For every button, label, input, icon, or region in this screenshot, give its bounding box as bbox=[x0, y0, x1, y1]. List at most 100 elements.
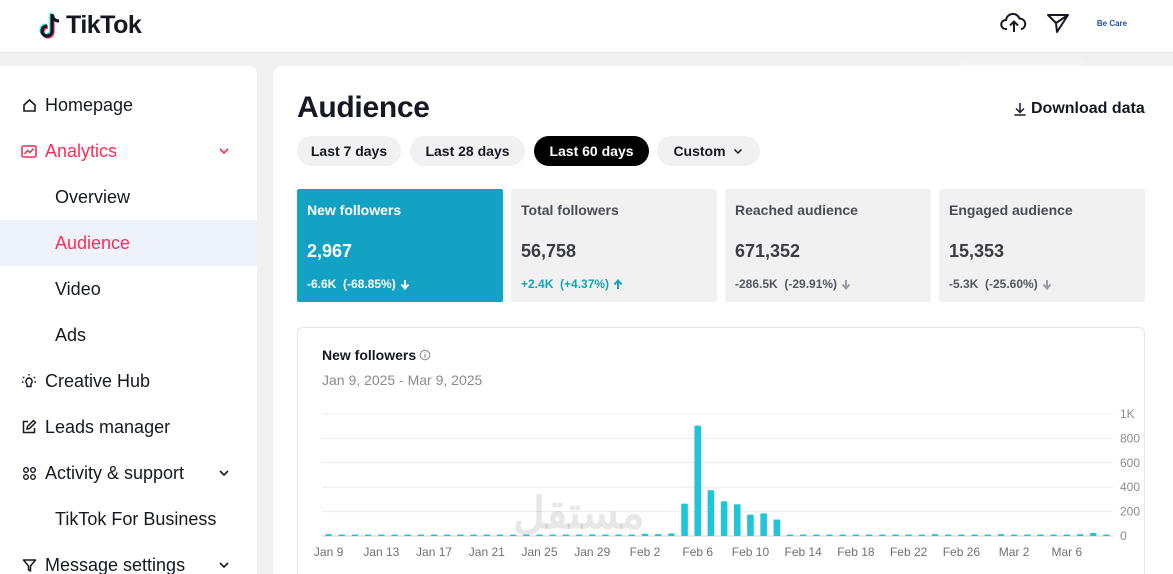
chart-bar[interactable] bbox=[668, 533, 675, 536]
chart-bar[interactable] bbox=[443, 534, 451, 537]
chart-bar[interactable] bbox=[325, 534, 332, 536]
chart-bar[interactable] bbox=[852, 534, 860, 537]
chart-bar[interactable] bbox=[786, 534, 794, 537]
chart-bar[interactable] bbox=[457, 534, 464, 537]
chart-bar[interactable] bbox=[391, 534, 398, 537]
chart-bar[interactable] bbox=[773, 519, 781, 536]
range-last-7-days[interactable]: Last 7 days bbox=[297, 136, 401, 166]
chart-bar[interactable] bbox=[918, 534, 926, 537]
sidebar-item-creative-hub[interactable]: Creative Hub bbox=[0, 358, 257, 404]
metric-card-reached-audience[interactable]: Reached audience 671,352 -286.5K (-29.91… bbox=[725, 189, 931, 302]
tiktok-logo[interactable]: TikTok bbox=[38, 11, 142, 40]
chart-bar[interactable] bbox=[509, 534, 517, 537]
chart-bar[interactable] bbox=[496, 534, 504, 537]
chart-bar[interactable] bbox=[839, 534, 847, 537]
chart-bar[interactable] bbox=[984, 534, 992, 537]
chart-bar[interactable] bbox=[588, 534, 596, 536]
chart-bar[interactable] bbox=[879, 534, 886, 537]
chart-bar[interactable] bbox=[1063, 534, 1071, 537]
chart-bar[interactable] bbox=[1050, 534, 1057, 537]
chart-bar[interactable] bbox=[338, 534, 346, 537]
sidebar-item-video[interactable]: Video bbox=[0, 266, 257, 312]
chart-bar[interactable] bbox=[720, 501, 728, 536]
chart-bar[interactable] bbox=[575, 534, 583, 537]
chart-bar[interactable] bbox=[997, 534, 1005, 536]
sidebar-item-homepage[interactable]: Homepage bbox=[0, 82, 257, 128]
chart-bar[interactable] bbox=[707, 490, 715, 536]
sidebar-item-tiktok-for-business[interactable]: TikTok For Business bbox=[0, 496, 257, 542]
chart-bar[interactable] bbox=[760, 513, 767, 536]
chart-bar[interactable] bbox=[523, 534, 530, 537]
chart-bar[interactable] bbox=[733, 504, 741, 536]
chart-bar[interactable] bbox=[892, 534, 899, 537]
chart-bar[interactable] bbox=[1089, 532, 1097, 536]
chart-bar[interactable] bbox=[1103, 534, 1110, 537]
chart-bar[interactable] bbox=[628, 534, 636, 537]
range-custom[interactable]: Custom bbox=[657, 136, 760, 166]
range-last-60-days[interactable]: Last 60 days bbox=[534, 136, 649, 166]
chart-bar[interactable] bbox=[865, 534, 873, 537]
y-tick-label: 200 bbox=[1120, 505, 1140, 519]
send-icon[interactable] bbox=[1043, 10, 1073, 36]
metric-value: 15,353 bbox=[949, 241, 1005, 261]
x-tick-label: Jan 25 bbox=[522, 545, 558, 559]
chart-bar[interactable] bbox=[615, 534, 622, 537]
chart-bar[interactable] bbox=[641, 533, 649, 536]
chart-bar[interactable] bbox=[958, 534, 965, 537]
chevron-down-icon bbox=[219, 470, 229, 477]
chart-bar[interactable] bbox=[536, 534, 543, 537]
chart-bar[interactable] bbox=[944, 534, 952, 537]
sidebar-item-audience[interactable]: Audience bbox=[0, 220, 257, 266]
metric-card-engaged-audience[interactable]: Engaged audience 15,353 -5.3K (-25.60%) bbox=[939, 189, 1145, 302]
chart-bar[interactable] bbox=[654, 534, 662, 536]
chart-bar[interactable] bbox=[470, 534, 477, 537]
sidebar-item-ads[interactable]: Ads bbox=[0, 312, 257, 358]
chart-bar[interactable] bbox=[905, 534, 912, 537]
chart-bar[interactable] bbox=[931, 534, 939, 536]
x-tick-label: Feb 10 bbox=[732, 545, 770, 559]
sidebar-item-analytics[interactable]: Analytics bbox=[0, 128, 257, 174]
chart-bar[interactable] bbox=[562, 534, 570, 537]
chart-bar[interactable] bbox=[351, 534, 359, 537]
chart-bar[interactable] bbox=[1010, 534, 1018, 537]
y-tick-label: 400 bbox=[1120, 480, 1140, 494]
chart-bar[interactable] bbox=[1076, 534, 1084, 536]
metric-card-total-followers[interactable]: Total followers 56,758 +2.4K (+4.37%) bbox=[511, 189, 717, 302]
chart-bar[interactable] bbox=[1024, 534, 1031, 537]
chart-bar[interactable] bbox=[364, 534, 372, 537]
chart-bar[interactable] bbox=[549, 534, 556, 537]
x-tick-label: Feb 26 bbox=[943, 545, 981, 559]
chart-bar[interactable] bbox=[747, 514, 754, 536]
chart-bar[interactable] bbox=[483, 534, 491, 537]
chart-bar[interactable] bbox=[602, 534, 609, 537]
download-data-button[interactable]: Download data bbox=[1013, 100, 1145, 118]
avatar[interactable]: Be Care bbox=[1093, 8, 1131, 38]
x-tick-label: Jan 21 bbox=[469, 545, 505, 559]
x-tick-label: Feb 22 bbox=[890, 545, 928, 559]
cloud-upload-icon[interactable] bbox=[999, 10, 1029, 36]
sidebar-item-label: Message settings bbox=[45, 554, 186, 574]
chart-bar[interactable] bbox=[971, 534, 978, 537]
avatar-text: Be Care bbox=[1096, 18, 1128, 28]
sidebar-item-message-settings[interactable]: Message settings bbox=[0, 542, 257, 574]
sidebar-item-overview[interactable]: Overview bbox=[0, 174, 257, 220]
sidebar-item-leads-manager[interactable]: Leads manager bbox=[0, 404, 257, 450]
chart-plot: 1K 800 600 400 200 0 Jan 9 Jan 13 Jan 17 Jan 21 Ja… bbox=[314, 407, 1140, 559]
chart-bar[interactable] bbox=[799, 534, 807, 537]
chart-bar[interactable] bbox=[404, 534, 411, 537]
sidebar-item-label: Video bbox=[55, 278, 101, 299]
sidebar-item-activity-support[interactable]: Activity & support bbox=[0, 450, 257, 496]
chart-bar[interactable] bbox=[681, 503, 688, 536]
info-icon[interactable] bbox=[419, 349, 431, 361]
range-last-28-days[interactable]: Last 28 days bbox=[410, 136, 525, 166]
chart-bar[interactable] bbox=[378, 534, 385, 537]
chart-bar[interactable] bbox=[826, 534, 833, 537]
chevron-down-icon bbox=[219, 562, 229, 569]
chart-bar[interactable] bbox=[813, 534, 820, 537]
chart-bar[interactable] bbox=[694, 425, 702, 536]
metric-card-new-followers[interactable]: New followers 2,967 -6.6K (-68.85%) bbox=[297, 189, 503, 302]
chart-bar[interactable] bbox=[430, 534, 438, 537]
arrow-down-icon bbox=[841, 279, 851, 290]
chart-bar[interactable] bbox=[1037, 534, 1044, 537]
chart-bar[interactable] bbox=[417, 534, 425, 537]
